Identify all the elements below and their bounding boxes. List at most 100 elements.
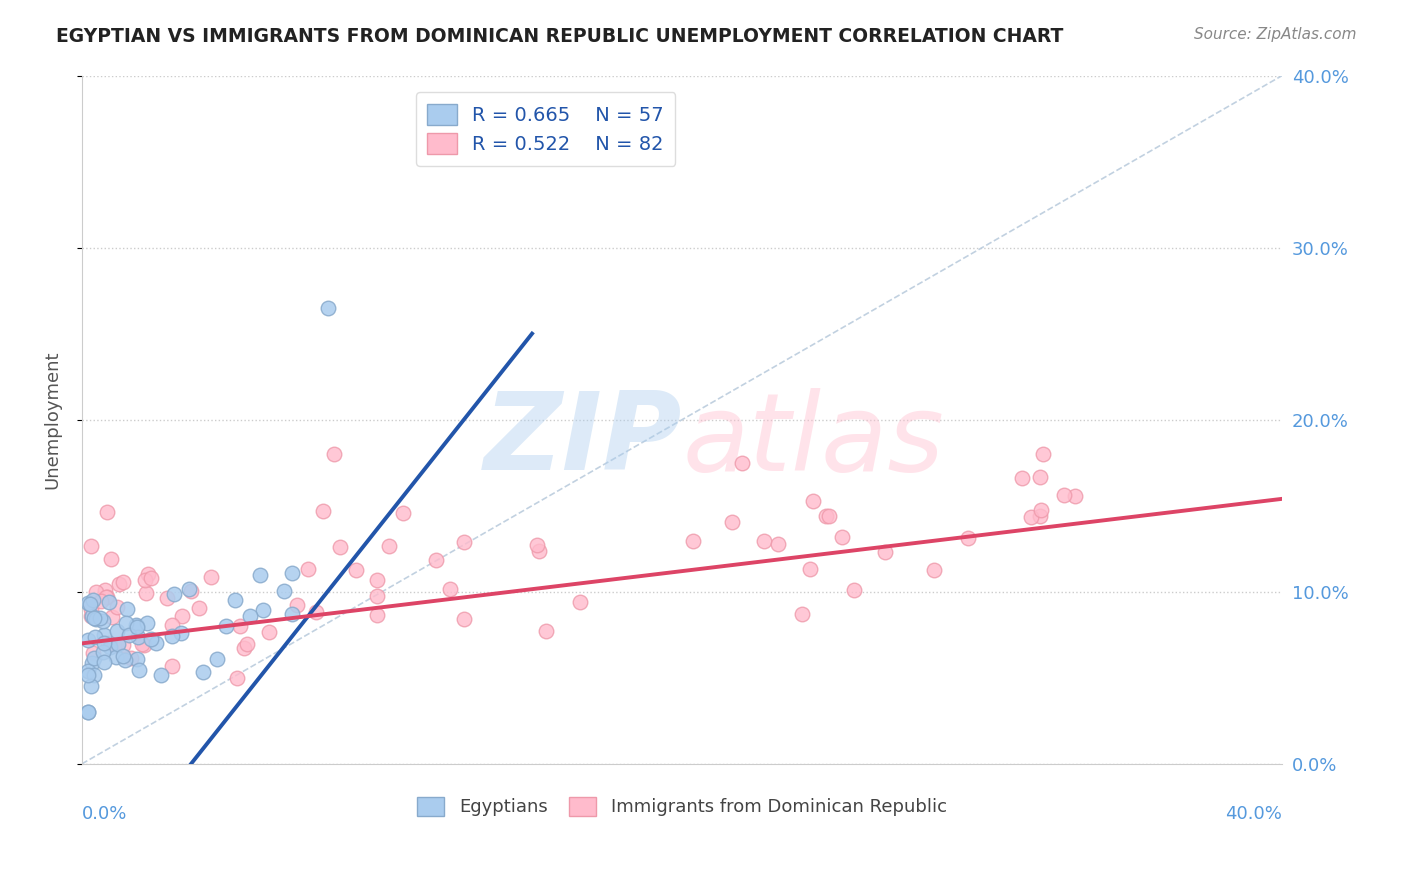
Point <box>1031 447 1053 461</box>
Text: Source: ZipAtlas.com: Source: ZipAtlas.com <box>1194 27 1357 42</box>
Point <box>84 612 107 626</box>
Point <box>239 608 262 623</box>
Point <box>160 658 183 673</box>
Point <box>425 553 447 567</box>
Point <box>105 624 128 638</box>
Point <box>82 609 104 624</box>
Point <box>77 632 100 647</box>
Point <box>93 655 115 669</box>
Point <box>366 590 388 604</box>
Point <box>1028 470 1050 484</box>
Point <box>453 535 475 549</box>
Point <box>80 601 103 615</box>
Point <box>229 619 252 633</box>
Point <box>172 608 194 623</box>
Point <box>115 616 138 631</box>
Point <box>922 563 945 577</box>
Point <box>236 637 259 651</box>
Point <box>77 705 100 719</box>
Point <box>83 667 105 681</box>
Point <box>526 538 548 552</box>
Point <box>120 650 142 665</box>
Point <box>93 583 115 598</box>
Point <box>84 630 107 644</box>
Point <box>98 640 121 655</box>
Point <box>105 638 128 652</box>
Point <box>1053 487 1076 501</box>
Point <box>281 566 304 580</box>
Point <box>134 573 156 587</box>
Point <box>89 611 111 625</box>
Point <box>77 705 100 719</box>
Point <box>93 636 115 650</box>
Point <box>215 619 238 633</box>
Text: ZIP: ZIP <box>484 387 682 493</box>
Point <box>90 594 112 608</box>
Point <box>1029 503 1052 517</box>
Point <box>125 651 148 665</box>
Point <box>82 646 104 660</box>
Point <box>280 607 302 621</box>
Point <box>305 605 328 619</box>
Point <box>136 616 159 631</box>
Point <box>97 636 120 650</box>
Point <box>224 593 246 607</box>
Point <box>98 595 121 609</box>
Point <box>273 584 295 599</box>
Point <box>1011 470 1033 484</box>
Point <box>366 607 388 622</box>
Point <box>77 596 100 610</box>
Point <box>104 650 127 665</box>
Point <box>82 657 104 671</box>
Point <box>128 663 150 677</box>
Point <box>83 651 105 665</box>
Y-axis label: Unemployment: Unemployment <box>44 351 60 489</box>
Point <box>682 533 704 548</box>
Point <box>323 447 346 461</box>
Point <box>111 575 134 590</box>
Point <box>136 567 159 582</box>
Point <box>818 509 841 524</box>
Point <box>205 651 228 665</box>
Point <box>103 638 125 652</box>
Point <box>752 534 775 549</box>
Point <box>329 540 352 554</box>
Point <box>91 645 114 659</box>
Point <box>82 593 104 607</box>
Point <box>252 602 274 616</box>
Point <box>731 456 754 470</box>
Point <box>93 628 115 642</box>
Point <box>125 618 148 632</box>
Point <box>100 552 122 566</box>
Point <box>80 609 103 624</box>
Point <box>114 652 136 666</box>
Point <box>188 601 211 615</box>
Legend: Egyptians, Immigrants from Dominican Republic: Egyptians, Immigrants from Dominican Rep… <box>411 789 955 823</box>
Point <box>156 591 179 606</box>
Point <box>80 539 103 553</box>
Point <box>77 668 100 682</box>
Point <box>366 573 388 587</box>
Point <box>392 506 415 520</box>
Point <box>569 594 592 608</box>
Point <box>145 636 167 650</box>
Point <box>536 624 558 638</box>
Point <box>79 597 101 611</box>
Point <box>956 531 979 545</box>
Point <box>139 632 162 646</box>
Point <box>312 504 335 518</box>
Point <box>1064 489 1087 503</box>
Point <box>115 602 138 616</box>
Point <box>139 571 162 585</box>
Point <box>77 664 100 678</box>
Point <box>131 637 153 651</box>
Text: 40.0%: 40.0% <box>1226 805 1282 823</box>
Point <box>162 618 184 632</box>
Point <box>108 577 131 591</box>
Point <box>149 668 172 682</box>
Point <box>170 625 193 640</box>
Point <box>842 582 865 597</box>
Point <box>285 599 308 613</box>
Point <box>815 509 838 524</box>
Point <box>96 590 118 604</box>
